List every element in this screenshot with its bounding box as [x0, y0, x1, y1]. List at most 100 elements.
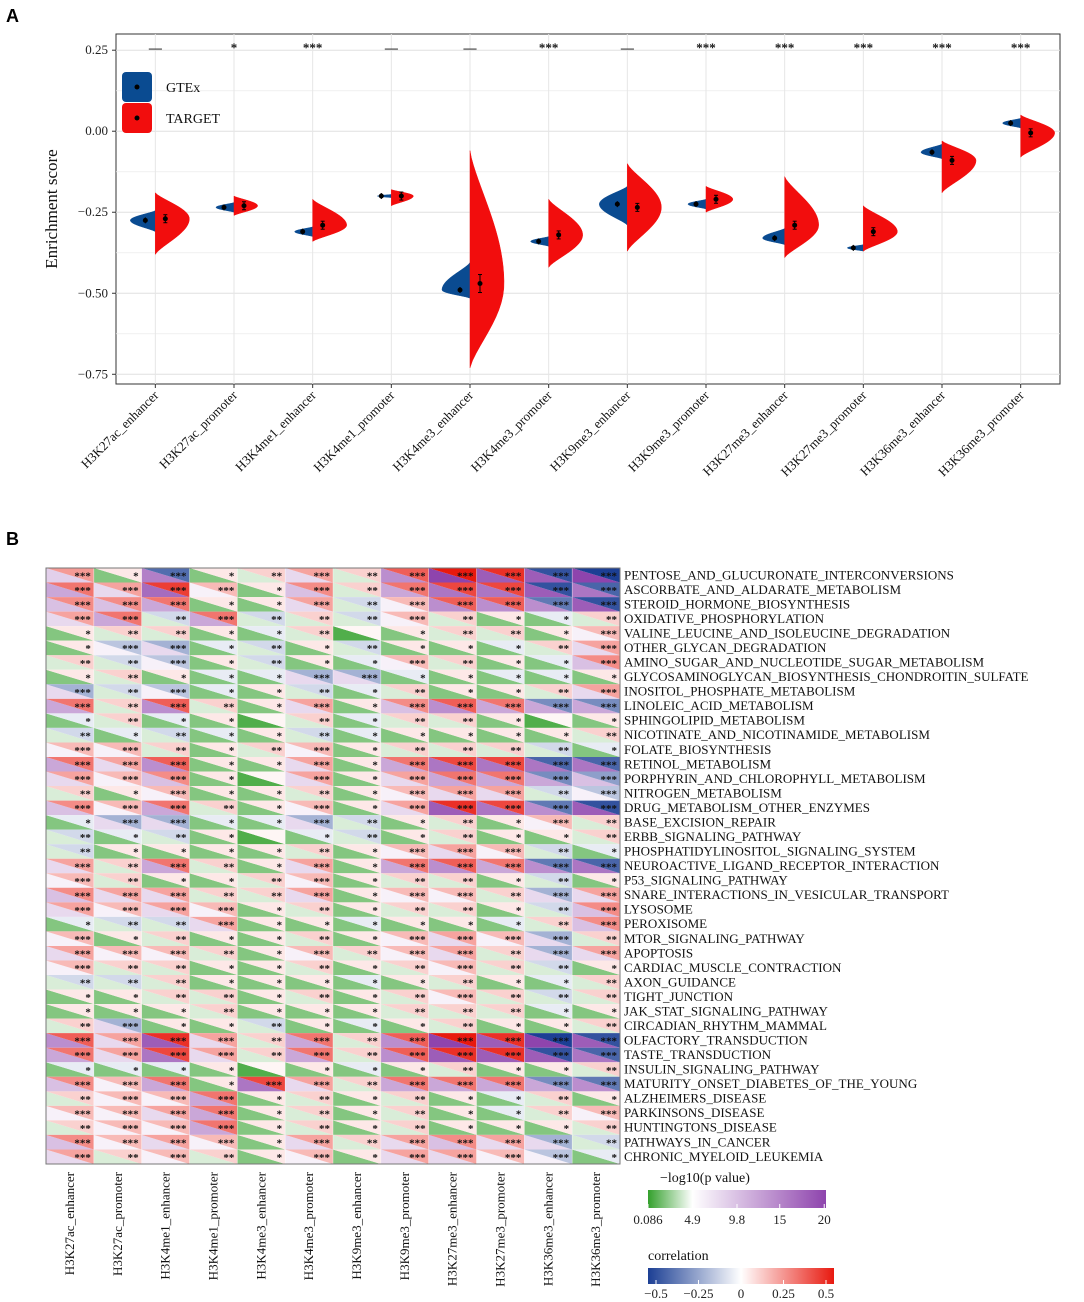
significance-stars: ** — [367, 571, 379, 583]
significance-stars: *** — [601, 919, 618, 931]
pvalue-triangle — [428, 640, 477, 656]
correlation-triangle — [428, 1076, 477, 1092]
significance-stars: * — [420, 1065, 426, 1077]
significance-stars: *** — [601, 701, 618, 713]
pvalue-triangle — [237, 945, 286, 961]
significance-stars: *** — [457, 803, 474, 815]
correlation-triangle — [46, 844, 94, 859]
significance-stars: * — [181, 847, 187, 859]
significance-stars: * — [181, 1007, 187, 1019]
pvalue-triangle — [380, 640, 429, 656]
pvalue-triangle — [285, 786, 333, 801]
significance-stars: * — [277, 1137, 283, 1149]
pvalue-triangle — [572, 786, 620, 801]
significance-stars: * — [372, 890, 378, 902]
significance-stars: *** — [170, 789, 187, 801]
correlation-triangle — [237, 1076, 286, 1092]
significance-stars: * — [85, 716, 91, 728]
pvalue-triangle — [93, 568, 142, 583]
pvalue-triangle — [572, 756, 620, 772]
correlation-triangle — [380, 756, 429, 772]
pvalue-triangle — [189, 815, 238, 830]
pvalue-triangle — [237, 1120, 286, 1135]
x-tick-label: H3K27me3_promoter — [778, 387, 870, 479]
pvalue-triangle — [237, 1134, 286, 1150]
heatmap-row-label: DRUG_METABOLISM_OTHER_ENZYMES — [624, 800, 870, 815]
correlation-triangle — [189, 815, 238, 830]
significance-stars: * — [612, 1152, 618, 1164]
pvalue-triangle — [380, 945, 429, 961]
pvalue-triangle — [285, 815, 333, 830]
correlation-triangle — [285, 1091, 333, 1106]
significance-stars: *** — [505, 861, 522, 873]
correlation-triangle — [524, 597, 573, 612]
pvalue-triangle — [189, 902, 238, 917]
correlation-triangle — [333, 916, 381, 932]
significance-stars: * — [420, 629, 426, 641]
correlation-triangle — [476, 597, 525, 612]
significance-stars: *** — [122, 905, 139, 917]
y-tick-label: −0.25 — [78, 204, 108, 219]
correlation-tick-label: −0.25 — [683, 1286, 713, 1301]
pvalue-triangle — [524, 902, 573, 917]
pvalue-triangle — [428, 873, 477, 888]
pvalue-triangle — [189, 669, 238, 685]
significance-stars: ** — [367, 614, 379, 626]
correlation-triangle — [476, 989, 525, 1005]
correlation-triangle — [476, 800, 525, 816]
pvalue-triangle — [93, 873, 142, 888]
significance-stars: *** — [553, 890, 570, 902]
pvalue-triangle — [333, 1047, 381, 1063]
significance-stars: ** — [367, 643, 379, 655]
significance-stars: *** — [409, 1079, 426, 1091]
significance-stars: * — [181, 876, 187, 888]
correlation-triangle — [285, 931, 333, 946]
correlation-triangle — [46, 1062, 94, 1077]
significance-stars: *** — [170, 600, 187, 612]
significance-stars: * — [229, 745, 235, 757]
pvalue-triangle — [333, 597, 381, 612]
pvalue-triangle — [428, 727, 477, 743]
significance-stars: *** — [122, 948, 139, 960]
correlation-triangle — [572, 742, 620, 757]
significance-stars: * — [612, 745, 618, 757]
correlation-triangle — [93, 960, 142, 976]
significance-stars: ** — [415, 876, 427, 888]
correlation-triangle — [380, 916, 429, 932]
significance-stars: * — [229, 876, 235, 888]
pvalue-triangle — [237, 568, 286, 583]
correlation-triangle — [141, 858, 190, 874]
significance-stars: *** — [74, 745, 91, 757]
significance-stars: *** — [74, 585, 91, 597]
significance-stars: ** — [80, 1094, 92, 1106]
significance-stars: *** — [218, 1036, 235, 1048]
significance-stars: *** — [170, 890, 187, 902]
correlation-triangle — [572, 669, 620, 685]
significance-stars: ** — [415, 992, 427, 1004]
x-tick-label: H3K36me3_promoter — [935, 387, 1027, 479]
significance-stars: *** — [505, 760, 522, 772]
correlation-triangle — [380, 829, 429, 845]
correlation-triangle — [285, 597, 333, 612]
correlation-triangle — [333, 640, 381, 656]
significance-stars: *** — [74, 774, 91, 786]
pvalue-triangle — [141, 582, 190, 598]
heatmap-row-label: PEROXISOME — [624, 916, 707, 931]
heatmap-row-label: P53_SIGNALING_PATHWAY — [624, 873, 788, 888]
pvalue-triangle — [333, 902, 381, 917]
correlation-triangle — [285, 858, 333, 874]
correlation-triangle — [189, 1076, 238, 1092]
pvalue-triangle — [141, 655, 190, 670]
correlation-triangle — [428, 887, 477, 903]
correlation-triangle — [380, 1018, 429, 1034]
pvalue-triangle — [93, 800, 142, 816]
gtex-mean-point — [929, 149, 935, 155]
pvalue-triangle — [237, 902, 286, 917]
pvalue-triangle — [285, 931, 333, 946]
violin-marks — [130, 114, 1055, 368]
significance-mark: *** — [539, 40, 559, 55]
correlation-triangle — [572, 771, 620, 787]
pvalue-triangle — [380, 771, 429, 787]
significance-stars: *** — [122, 1108, 139, 1120]
significance-stars: *** — [409, 760, 426, 772]
